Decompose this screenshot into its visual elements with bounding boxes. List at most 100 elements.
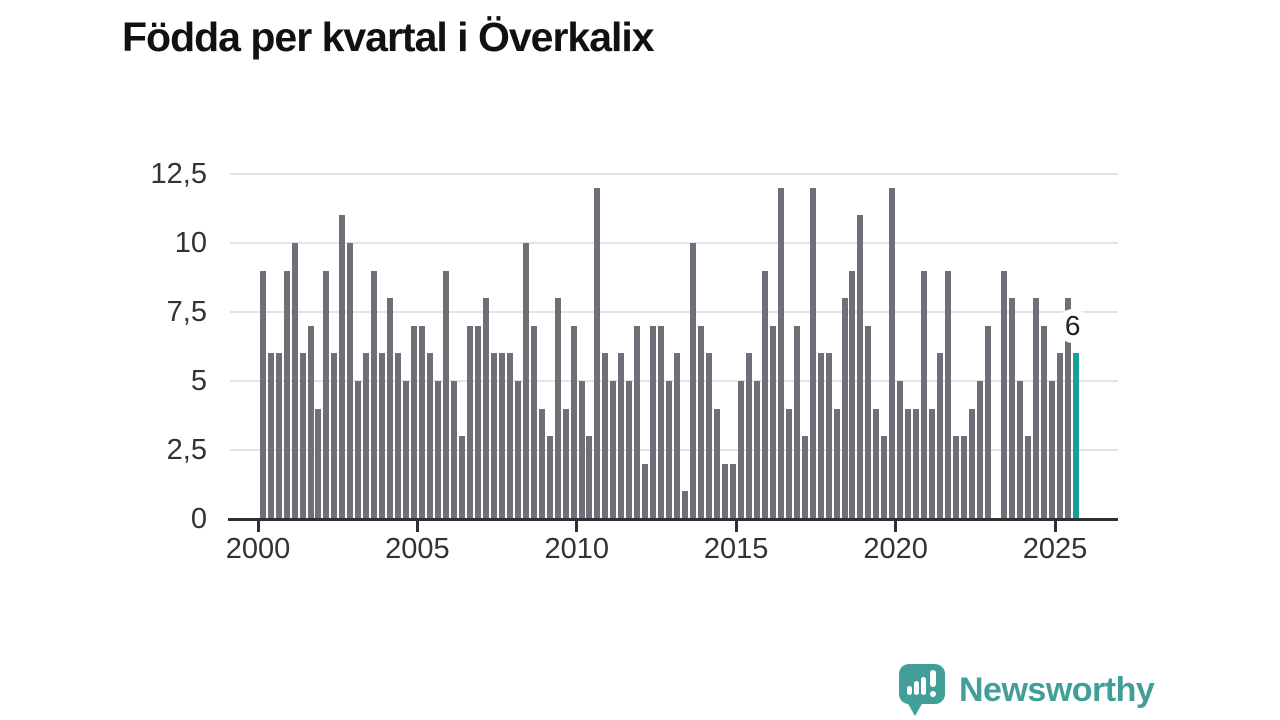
bar — [761, 270, 768, 519]
x-axis-tick — [256, 520, 260, 532]
bar — [482, 298, 489, 519]
y-axis-tick-label: 10 — [174, 227, 207, 259]
bar — [419, 325, 426, 519]
bar — [291, 243, 298, 519]
newsworthy-logo-icon — [899, 664, 945, 716]
gridline — [230, 449, 1118, 451]
bar — [698, 325, 705, 519]
bar — [666, 381, 673, 519]
bar — [682, 491, 689, 519]
bar — [427, 353, 434, 519]
bar — [1016, 381, 1023, 519]
bar — [610, 381, 617, 519]
bar — [881, 436, 888, 519]
bar — [897, 381, 904, 519]
bar — [411, 325, 418, 519]
bar — [753, 381, 760, 519]
bar — [466, 325, 473, 519]
bar — [1064, 298, 1071, 519]
gridline — [230, 311, 1118, 313]
bar — [945, 270, 952, 519]
bar — [514, 381, 521, 519]
bar — [841, 298, 848, 519]
bar — [785, 408, 792, 519]
x-axis-tick-label: 2010 — [544, 533, 610, 565]
bar — [849, 270, 856, 519]
bar — [929, 408, 936, 519]
bar — [395, 353, 402, 519]
bar — [873, 408, 880, 519]
bar — [538, 408, 545, 519]
x-axis-line — [228, 517, 1118, 521]
bar — [474, 325, 481, 519]
bar — [315, 408, 322, 519]
bar — [825, 353, 832, 519]
x-axis-tick-label: 2025 — [1022, 533, 1088, 565]
bar — [889, 187, 896, 519]
bar — [490, 353, 497, 519]
bar — [626, 381, 633, 519]
highlight-value-text: 6 — [1064, 310, 1081, 342]
bar — [307, 325, 314, 519]
bar-highlighted — [1072, 353, 1079, 519]
bar — [283, 270, 290, 519]
x-axis-tick — [575, 520, 579, 532]
bar — [801, 436, 808, 519]
bar — [435, 381, 442, 519]
x-axis-tick — [1053, 520, 1057, 532]
bar — [658, 325, 665, 519]
bar — [1032, 298, 1039, 519]
brand-footer: Newsworthy — [899, 664, 1155, 716]
bar — [634, 325, 641, 519]
bar — [299, 353, 306, 519]
bar — [650, 325, 657, 519]
y-axis-tick-label: 12,5 — [150, 158, 207, 190]
bar — [729, 463, 736, 519]
chart-title: Födda per kvartal i Överkalix — [122, 14, 655, 60]
bar — [363, 353, 370, 519]
bar — [387, 298, 394, 519]
bar — [706, 353, 713, 519]
bar — [506, 353, 513, 519]
bar — [347, 243, 354, 519]
y-axis-tick-label: 2,5 — [166, 434, 207, 466]
bar — [339, 215, 346, 519]
bar — [857, 215, 864, 519]
bar — [817, 353, 824, 519]
bar — [323, 270, 330, 519]
bar — [562, 408, 569, 519]
bar — [1040, 325, 1047, 519]
y-axis-tick-label: 7,5 — [166, 296, 207, 328]
bar — [713, 408, 720, 519]
y-axis-tick-label: 0 — [190, 503, 207, 535]
bar — [809, 187, 816, 519]
bar — [331, 353, 338, 519]
bar — [355, 381, 362, 519]
x-axis-tick — [734, 520, 738, 532]
x-axis-tick — [415, 520, 419, 532]
bar — [977, 381, 983, 519]
bar — [498, 353, 505, 519]
bar — [450, 381, 457, 519]
bar — [458, 436, 465, 519]
bar — [793, 325, 800, 519]
bar — [1056, 353, 1063, 519]
brand-name: Newsworthy — [959, 671, 1155, 709]
bar — [602, 353, 609, 519]
gridline — [230, 380, 1118, 382]
bar — [969, 408, 976, 519]
bar — [833, 408, 840, 519]
bar — [530, 325, 537, 519]
bar — [578, 381, 585, 519]
x-axis-tick-label: 2005 — [385, 533, 450, 565]
bar — [865, 325, 872, 519]
bar — [275, 353, 282, 519]
bar — [1008, 298, 1015, 519]
bar — [570, 325, 577, 519]
bar — [690, 243, 697, 519]
bar — [674, 353, 681, 519]
bar — [379, 353, 386, 519]
bar — [913, 408, 920, 519]
